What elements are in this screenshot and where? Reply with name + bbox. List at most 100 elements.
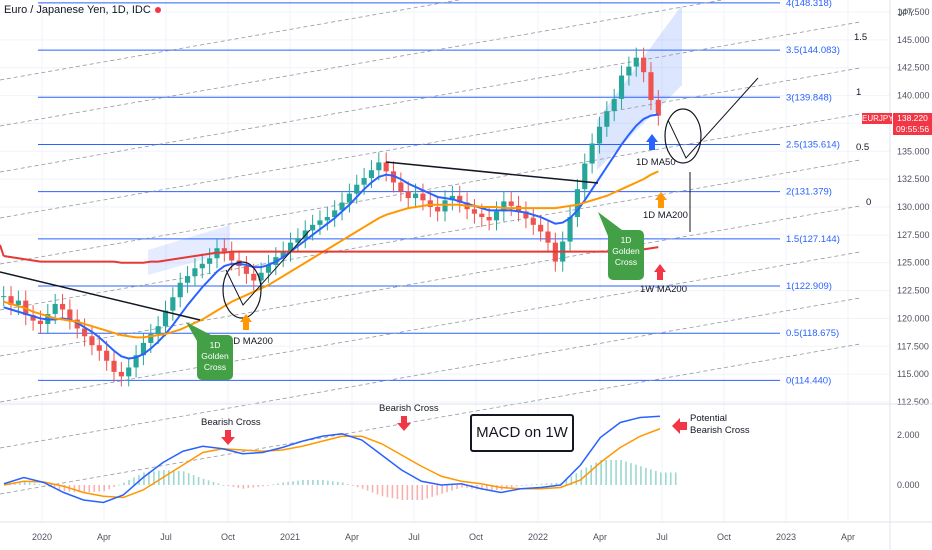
golden-cross-callout bbox=[608, 230, 644, 280]
candle-body bbox=[501, 201, 507, 212]
ma200-1w-annotation: 1W MA200 bbox=[640, 284, 687, 295]
candle-body bbox=[508, 201, 514, 206]
macd-label-box: MACD on 1W bbox=[470, 414, 574, 452]
macd-histogram-bar bbox=[307, 480, 309, 485]
candle-body bbox=[523, 211, 529, 219]
macd-histogram-bar bbox=[565, 479, 568, 485]
channel-level-label: 0.5 bbox=[856, 142, 869, 153]
channel-line bbox=[0, 251, 861, 403]
candle-body bbox=[574, 189, 580, 218]
candle-body bbox=[251, 273, 257, 281]
candle-body bbox=[486, 217, 492, 221]
macd-histogram-bar bbox=[272, 484, 274, 486]
macd-histogram-bar bbox=[38, 484, 41, 486]
fib-level-label: 2.5(135.614) bbox=[786, 139, 840, 150]
price-tick-label: 135.000 bbox=[897, 146, 930, 156]
symbol-description: Euro / Japanese Yen, 1D, IDC bbox=[4, 4, 151, 16]
macd-histogram-bar bbox=[436, 485, 438, 496]
macd-histogram-bar bbox=[212, 481, 215, 485]
candle-body bbox=[479, 213, 485, 218]
macd-histogram-bar bbox=[153, 471, 155, 485]
macd-tick-label: 0.000 bbox=[897, 480, 920, 490]
macd-histogram-bar bbox=[103, 485, 105, 492]
macd-histogram-bar bbox=[182, 471, 185, 485]
candle-body bbox=[59, 303, 66, 310]
moving-averages bbox=[0, 113, 659, 360]
macd-histogram-bar bbox=[88, 485, 91, 493]
time-tick-label: Jul bbox=[160, 532, 172, 542]
macd-histogram-bar bbox=[595, 462, 597, 485]
fib-level-label: 3.5(144.083) bbox=[786, 45, 840, 56]
time-tick-label: Apr bbox=[593, 532, 607, 542]
bearish-cross-label: Bearish Cross bbox=[379, 403, 439, 414]
macd-histogram-bar bbox=[317, 480, 319, 485]
golden-cross-callout bbox=[197, 335, 233, 380]
macd-histogram-bar bbox=[297, 480, 299, 485]
macd-histogram-bar bbox=[43, 485, 46, 486]
macd-histogram-bar bbox=[192, 475, 195, 485]
time-tick-label: 2021 bbox=[280, 532, 300, 542]
golden-cross-text: 1D bbox=[210, 340, 221, 350]
price-tick-label: 140.000 bbox=[897, 91, 930, 101]
macd-histogram-bar bbox=[277, 483, 279, 485]
macd-histogram-bar bbox=[287, 481, 289, 485]
candle-body bbox=[354, 184, 360, 194]
macd-histogram-bar bbox=[645, 467, 647, 485]
candle-body bbox=[111, 360, 117, 372]
macd-histogram-bar bbox=[411, 485, 414, 500]
price-tick-label: 117.500 bbox=[897, 341, 929, 351]
candle-body bbox=[229, 251, 235, 261]
fib-level-label: 2(131.379) bbox=[786, 187, 832, 198]
macd-histogram-bar bbox=[302, 480, 304, 485]
candle-body bbox=[530, 218, 536, 225]
macd-histogram-bar bbox=[674, 472, 677, 485]
projection-path bbox=[225, 229, 311, 306]
candle-body bbox=[648, 72, 654, 101]
candle-body bbox=[611, 98, 617, 112]
candle-body bbox=[30, 315, 36, 321]
trendline bbox=[0, 271, 201, 321]
candle-body bbox=[82, 328, 88, 337]
golden-cross-text: Cross bbox=[204, 362, 226, 372]
price-tick-label: 112.500 bbox=[897, 397, 929, 407]
macd-histogram-bar bbox=[63, 485, 66, 492]
candle-body bbox=[295, 238, 301, 243]
macd-histogram-bar bbox=[143, 472, 145, 485]
macd-histogram-bar bbox=[660, 472, 662, 485]
macd-histogram-bar bbox=[600, 460, 602, 485]
candle-body bbox=[310, 224, 316, 231]
price-tick-label: 115.000 bbox=[897, 369, 929, 379]
bullish-channel-highlight bbox=[597, 5, 682, 170]
macd-histogram-bar bbox=[128, 480, 130, 485]
macd-histogram-bar bbox=[23, 481, 26, 485]
macd-histogram-bar bbox=[496, 485, 498, 490]
macd-histogram-bar bbox=[267, 485, 269, 486]
macd-histogram-bar bbox=[615, 460, 617, 485]
candle-body bbox=[442, 200, 448, 212]
macd-histogram-bar bbox=[650, 469, 652, 485]
currency-label: JPY bbox=[898, 8, 915, 18]
macd-line bbox=[3, 415, 661, 504]
candle-body bbox=[346, 193, 352, 203]
macd-histogram-bar bbox=[669, 472, 672, 485]
macd-histogram-bar bbox=[406, 485, 409, 500]
macd-histogram-bar bbox=[257, 485, 260, 487]
price-tick-label: 147.500 bbox=[897, 7, 930, 17]
ma200-annotation: 1D MA200 bbox=[643, 210, 688, 221]
macd-histogram-bar bbox=[98, 485, 101, 492]
macd-histogram-bar bbox=[237, 485, 240, 488]
candle-body bbox=[118, 371, 124, 377]
channel-line bbox=[0, 113, 861, 265]
macd-histogram-bar bbox=[93, 485, 96, 492]
macd-histogram-bar bbox=[123, 482, 125, 485]
orange-up-arrow-icon bbox=[240, 314, 252, 330]
candle-body bbox=[435, 207, 441, 212]
macd-histogram-bar bbox=[351, 485, 354, 486]
macd-histogram-bar bbox=[525, 484, 528, 486]
candle-body bbox=[287, 242, 294, 252]
channel-line bbox=[0, 21, 861, 173]
time-tick-label: Apr bbox=[345, 532, 359, 542]
candle-body bbox=[104, 350, 110, 361]
macd-histogram-bar bbox=[108, 485, 110, 490]
time-tick-label: Jul bbox=[408, 532, 420, 542]
